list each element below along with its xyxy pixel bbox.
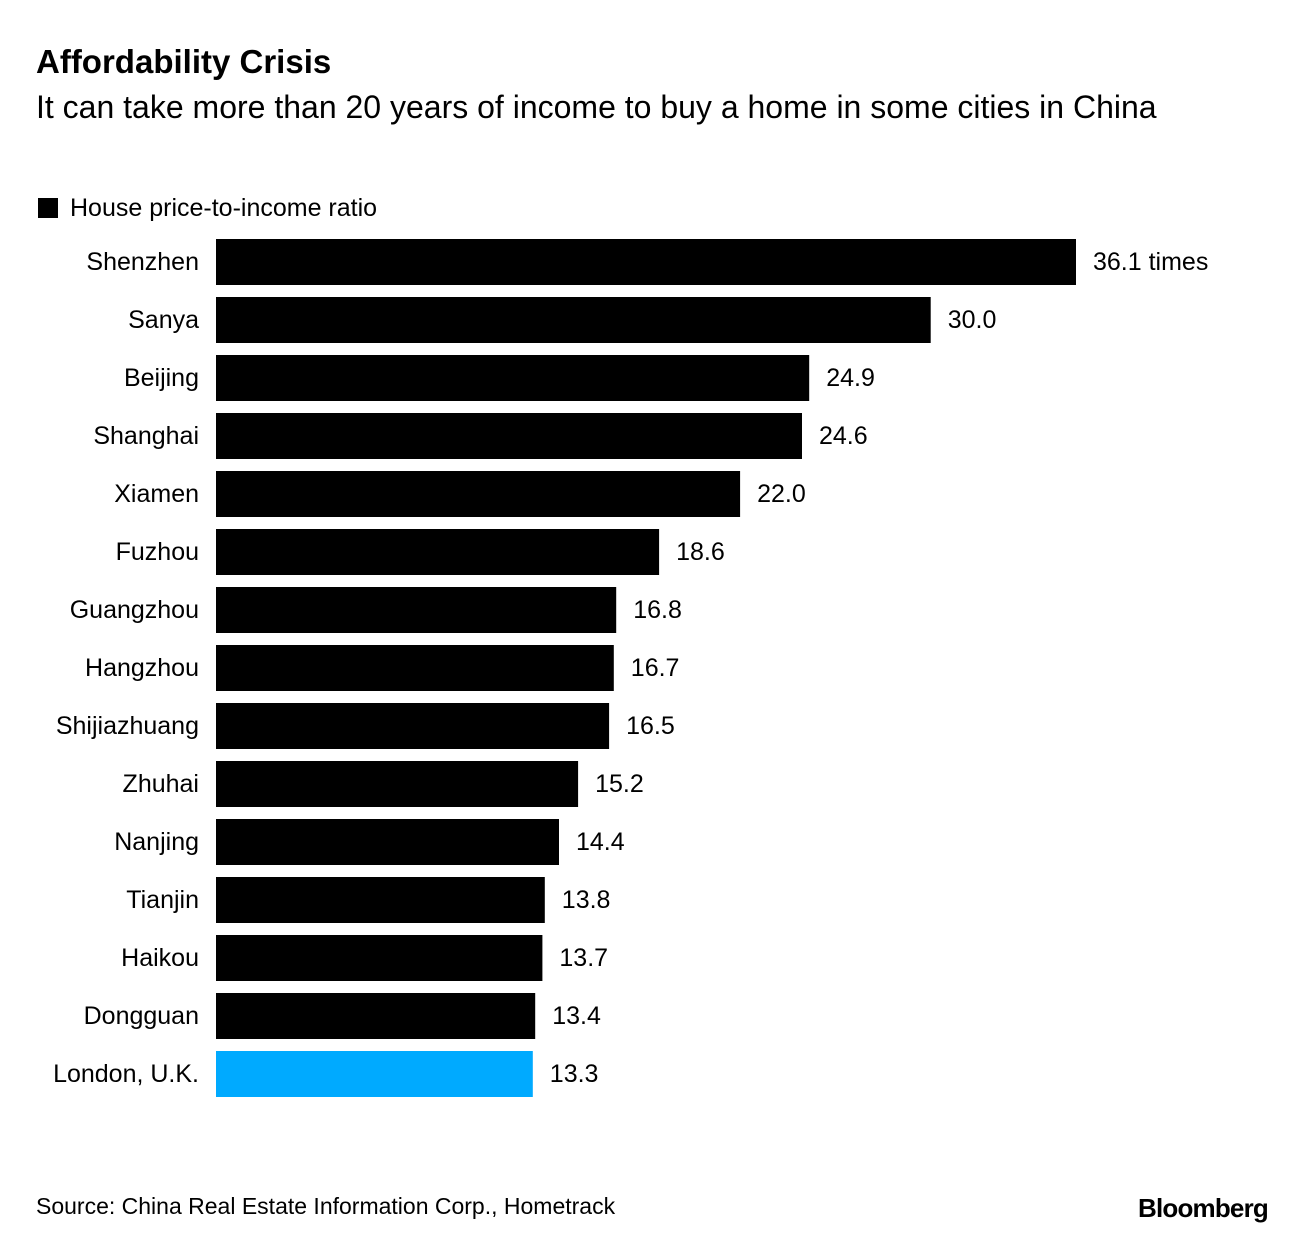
bar-tianjin xyxy=(216,877,545,923)
value-label-tianjin: 13.8 xyxy=(562,886,611,914)
bar-nanjing xyxy=(216,819,559,865)
category-label-shanghai: Shanghai xyxy=(93,422,199,450)
value-label-fuzhou: 18.6 xyxy=(676,538,725,566)
value-label-zhuhai: 15.2 xyxy=(595,770,644,798)
category-label-guangzhou: Guangzhou xyxy=(70,596,199,624)
category-label-shenzhen: Shenzhen xyxy=(86,248,199,276)
bar-hangzhou xyxy=(216,645,614,691)
category-label-shijiazhuang: Shijiazhuang xyxy=(56,712,199,740)
category-label-dongguan: Dongguan xyxy=(84,1002,199,1030)
category-label-sanya: Sanya xyxy=(128,306,199,334)
legend: House price-to-income ratio xyxy=(38,192,377,224)
bar-shenzhen xyxy=(216,239,1076,285)
category-label-xiamen: Xiamen xyxy=(114,480,199,508)
legend-label: House price-to-income ratio xyxy=(70,193,378,222)
bar-chart: Shenzhen 36.1 times Sanya 30.0 Beijing 24.9 Sh… xyxy=(53,239,1208,1097)
value-label-shenzhen: 36.1 times xyxy=(1093,248,1208,276)
bar-shijiazhuang xyxy=(216,703,610,749)
bar-sanya xyxy=(216,297,931,343)
category-label-haikou: Haikou xyxy=(121,944,199,972)
bloomberg-logo: Bloomberg xyxy=(1137,1193,1269,1223)
legend-swatch xyxy=(38,198,58,218)
bar-beijing xyxy=(216,355,810,401)
category-label-hangzhou: Hangzhou xyxy=(85,654,199,682)
chart-title: Affordability Crisis xyxy=(36,43,332,80)
value-label-shijiazhuang: 16.5 xyxy=(626,712,675,740)
value-label-haikou: 13.7 xyxy=(559,944,608,972)
value-label-xiamen: 22.0 xyxy=(757,480,806,508)
category-label-nanjing: Nanjing xyxy=(114,828,199,856)
bar-xiamen xyxy=(216,471,741,517)
bar-haikou xyxy=(216,935,543,981)
value-label-dongguan: 13.4 xyxy=(552,1002,601,1030)
bar-zhuhai xyxy=(216,761,579,807)
bar-london-u-k xyxy=(216,1051,533,1097)
bar-dongguan xyxy=(216,993,536,1039)
chart-subtitle: It can take more than 20 years of income… xyxy=(36,89,1157,125)
bar-fuzhou xyxy=(216,529,660,575)
bar-guangzhou xyxy=(216,587,617,633)
value-label-london-u-k: 13.3 xyxy=(550,1060,599,1088)
bar-shanghai xyxy=(216,413,802,459)
value-label-nanjing: 14.4 xyxy=(576,828,625,856)
value-label-sanya: 30.0 xyxy=(948,306,997,334)
category-label-tianjin: Tianjin xyxy=(126,886,199,914)
category-label-zhuhai: Zhuhai xyxy=(123,770,199,798)
value-label-guangzhou: 16.8 xyxy=(633,596,682,624)
category-label-london-u-k: London, U.K. xyxy=(53,1060,199,1088)
category-label-fuzhou: Fuzhou xyxy=(116,538,199,566)
source-note: Source: China Real Estate Information Co… xyxy=(36,1193,616,1219)
value-label-hangzhou: 16.7 xyxy=(631,654,680,682)
category-label-beijing: Beijing xyxy=(124,364,199,392)
value-label-beijing: 24.9 xyxy=(826,364,875,392)
value-label-shanghai: 24.6 xyxy=(819,422,868,450)
